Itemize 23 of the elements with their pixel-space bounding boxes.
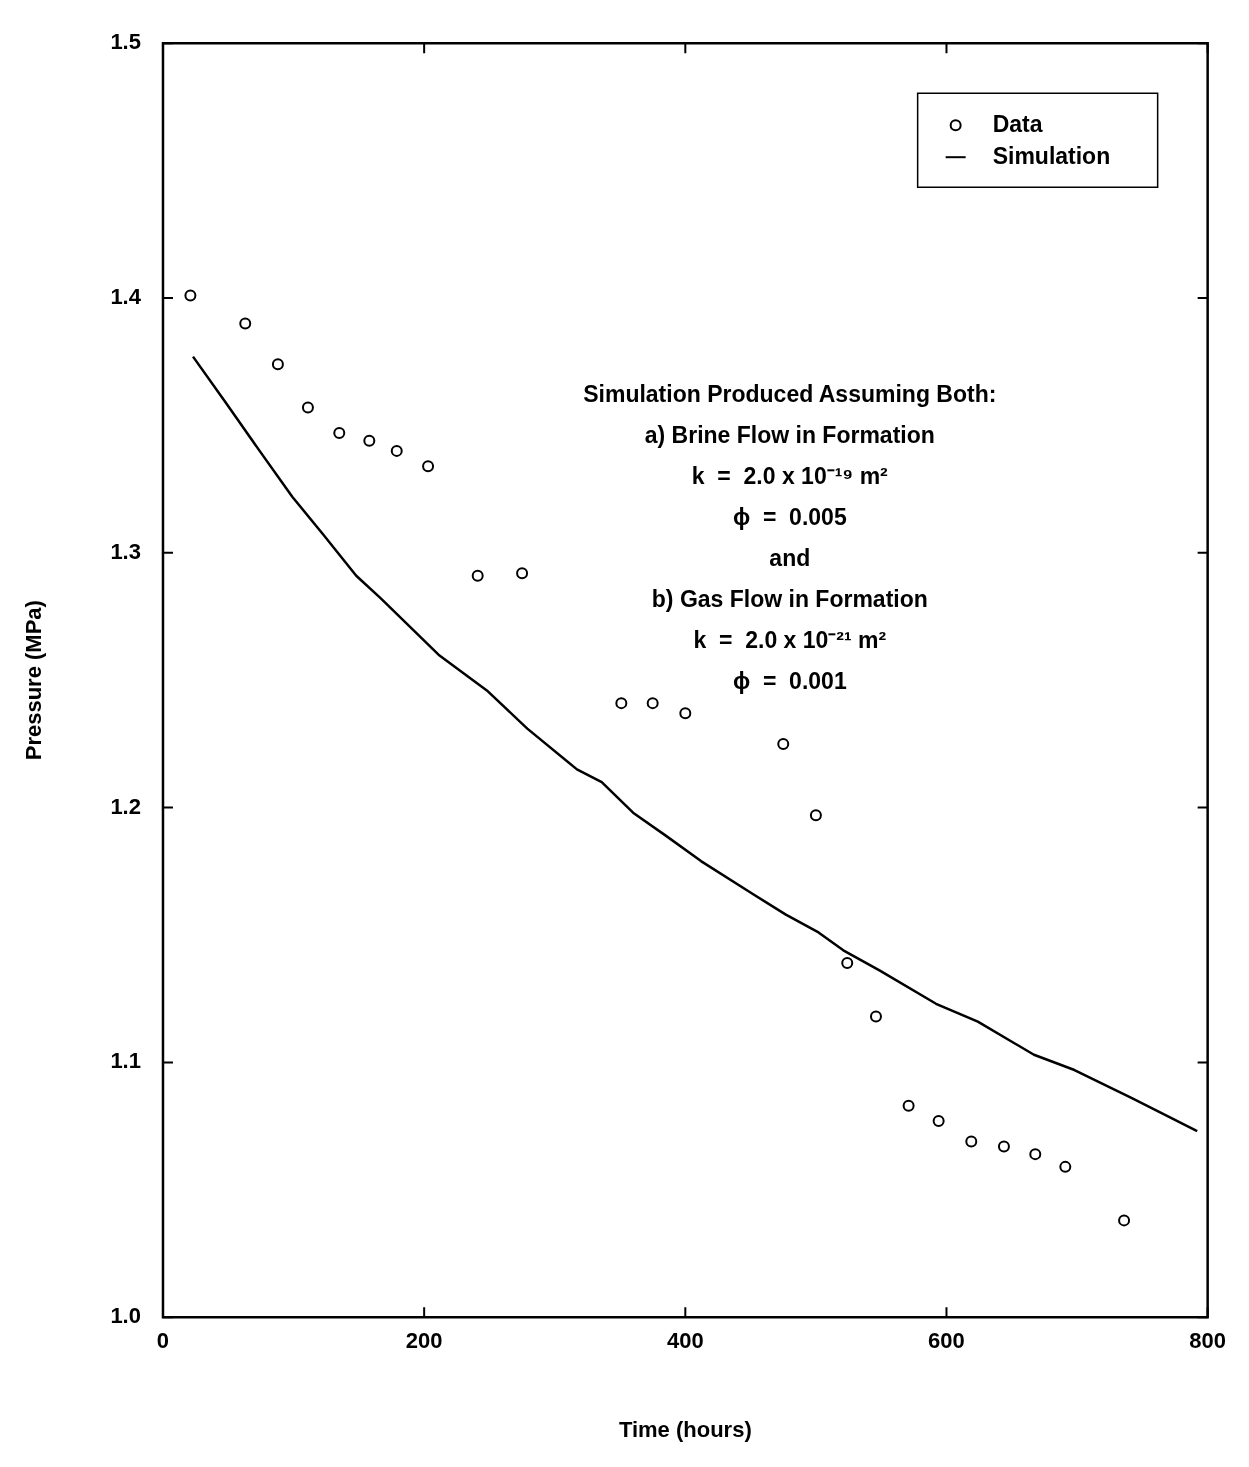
x-tick-label: 0 [156, 1328, 170, 1354]
y-tick-label: 1.3 [110, 538, 141, 564]
x-tick-label: 600 [928, 1328, 965, 1354]
legend-label: Simulation [992, 142, 1111, 169]
annotation: and [769, 544, 811, 571]
annotation: a) Brine Flow in Formation [644, 421, 935, 448]
annotation: ϕ = 0.005 [732, 503, 847, 530]
annotation: Simulation Produced Assuming Both: [583, 380, 997, 407]
annotation: k = 2.0 x 10⁻¹⁹ m² [691, 462, 889, 489]
y-tick-label: 1.0 [110, 1303, 141, 1329]
x-tick-label: 200 [405, 1328, 443, 1354]
y-tick-label: 1.2 [110, 793, 141, 819]
y-tick-label: 1.5 [110, 29, 141, 55]
legend-label: Data [992, 110, 1043, 137]
annotation: k = 2.0 x 10⁻²¹ m² [693, 626, 887, 653]
y-tick-label: 1.1 [110, 1048, 141, 1074]
x-tick-label: 800 [1189, 1328, 1227, 1354]
x-tick-label: 400 [666, 1328, 704, 1354]
y-axis-title: Pressure (MPa) [21, 600, 47, 761]
x-axis-title: Time (hours) [618, 1416, 752, 1442]
annotation: ϕ = 0.001 [732, 667, 847, 694]
y-tick-label: 1.4 [110, 284, 142, 310]
annotation: b) Gas Flow in Formation [651, 585, 928, 612]
